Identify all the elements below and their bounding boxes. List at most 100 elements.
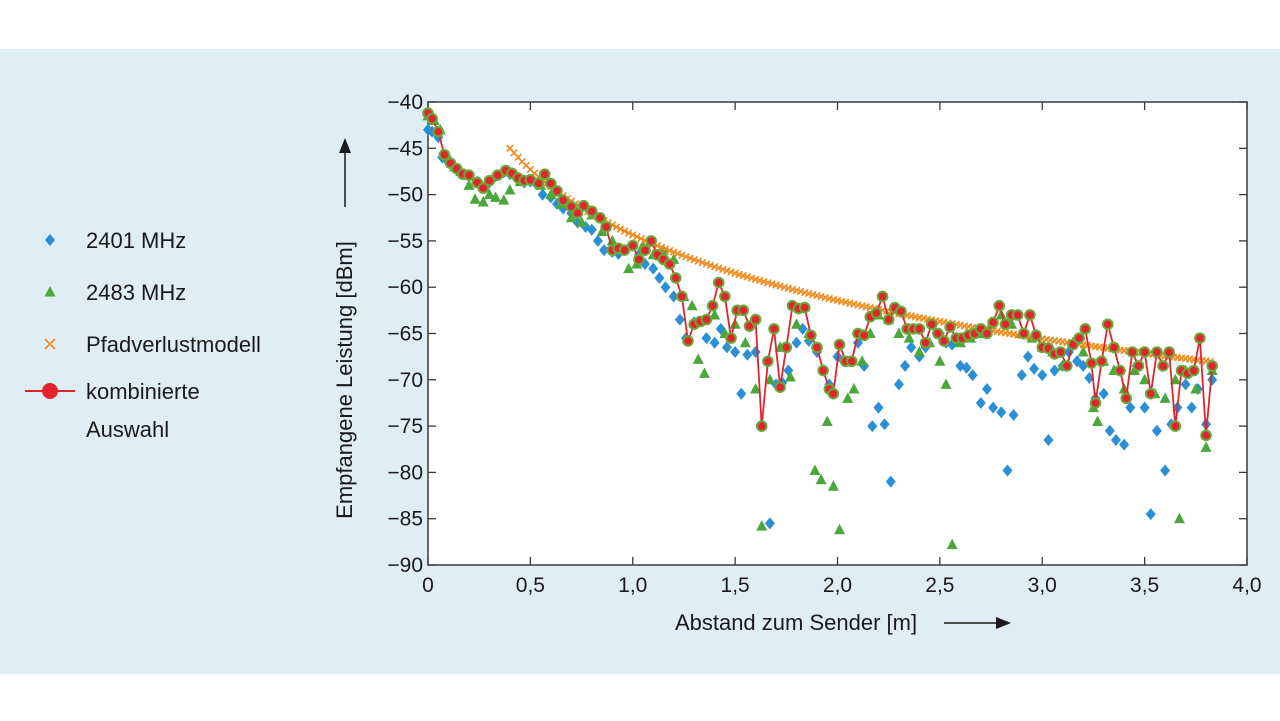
point-kombinierte-auswahl: [663, 258, 676, 270]
point-kombinierte-auswahl: [827, 387, 840, 400]
point-kombinierte-auswahl: [438, 148, 451, 161]
x-stroke-b: [514, 153, 522, 162]
point-kombinierte-auswahl: [1169, 420, 1182, 432]
x-tick-label: 1,0: [618, 574, 647, 597]
point-2401-mhz: [893, 378, 904, 391]
point-kombinierte-auswahl: [768, 323, 780, 335]
point-2401-mhz: [1008, 408, 1019, 421]
point-2483-mhz: [469, 193, 481, 204]
point-2483-mhz: [821, 415, 833, 426]
x-stroke-b: [735, 270, 743, 279]
point-2401-mhz: [1072, 355, 1083, 368]
y-tick-label: −80: [387, 461, 423, 484]
point-2401-mhz: [1037, 369, 1048, 382]
point-2401-mhz: [1125, 401, 1136, 414]
point-2483-mhz: [903, 332, 915, 343]
x-stroke-b: [616, 225, 625, 233]
point-2401-mhz: [660, 281, 671, 294]
point-kombinierte-auswahl: [600, 221, 612, 233]
point-kombinierte-auswahl: [1163, 346, 1175, 358]
point-2483-mhz: [827, 480, 839, 491]
point-kombinierte-auswahl: [774, 381, 786, 394]
x-stroke-b: [674, 249, 682, 258]
point-2483-mhz: [686, 299, 698, 311]
point-pfadverlustmodell: [706, 261, 715, 270]
point-kombinierte-auswahl: [1018, 327, 1030, 340]
point-kombinierte-auswahl: [676, 290, 688, 303]
point-kombinierte-auswahl: [993, 299, 1006, 312]
point-kombinierte-auswahl: [1114, 364, 1126, 377]
point-2483-mhz: [698, 367, 710, 378]
point-kombinierte-auswahl: [1206, 360, 1218, 372]
x-stroke-b: [780, 283, 789, 292]
point-kombinierte-auswahl: [919, 336, 932, 349]
point-pfadverlustmodell: [698, 258, 707, 267]
point-kombinierte-auswahl: [669, 272, 682, 284]
legend-circle-icon: [42, 383, 58, 399]
point-2483-mhz: [1190, 383, 1202, 394]
y-tick-label: −90: [387, 554, 423, 577]
point-kombinierte-auswahl: [477, 182, 490, 194]
legend-label: Auswahl: [86, 417, 169, 442]
x-stroke-b: [805, 289, 813, 298]
point-2401-mhz: [721, 341, 732, 354]
point-kombinierte-auswahl: [1011, 309, 1024, 321]
point-kombinierte-auswahl: [817, 364, 829, 377]
point-2401-mhz: [1049, 364, 1060, 377]
point-kombinierte-auswahl: [1120, 392, 1132, 405]
point-pfadverlustmodell: [686, 254, 694, 262]
x-stroke-b: [784, 284, 793, 293]
point-2483-mhz: [576, 216, 588, 227]
x-stroke-b: [710, 262, 719, 271]
point-2483-mhz: [1159, 392, 1171, 403]
point-kombinierte-auswahl: [706, 299, 719, 312]
point-2483-mhz: [463, 179, 475, 190]
point-kombinierte-auswahl: [1151, 346, 1163, 358]
point-2483-mhz: [498, 194, 510, 205]
x-stroke-b: [694, 257, 703, 265]
point-kombinierte-auswahl: [432, 125, 445, 138]
point-2401-mhz: [1207, 373, 1218, 386]
point-kombinierte-auswahl: [846, 355, 858, 368]
point-kombinierte-auswahl: [895, 305, 907, 318]
point-2483-mhz: [545, 188, 557, 200]
x-stroke-b: [661, 245, 670, 253]
x-stroke-b: [714, 264, 723, 272]
point-2401-mhz: [1110, 433, 1121, 446]
point-2401-mhz: [654, 271, 665, 284]
x-stroke-b: [813, 291, 821, 300]
point-2483-mhz: [791, 318, 803, 329]
point-2401-mhz: [906, 341, 917, 354]
point-kombinierte-auswahl: [426, 112, 438, 125]
point-2483-mhz: [946, 538, 958, 550]
point-2483-mhz: [848, 383, 860, 394]
x-tick-label: 0,5: [516, 574, 545, 597]
x-stroke-b: [690, 255, 698, 264]
point-pfadverlustmodell: [620, 227, 629, 235]
plot-area: −40 −45 −50 −55 −60 −65 −70 −75 −80 −85 −90 0 0,5 1,…: [387, 91, 1261, 597]
point-kombinierte-auswahl: [1108, 341, 1120, 354]
x-stroke-b: [682, 252, 690, 261]
x-stroke-b: [723, 266, 731, 275]
point-kombinierte-auswahl: [1061, 360, 1073, 372]
y-tick-label: −45: [387, 137, 423, 160]
x-tick-label: 1,5: [721, 574, 750, 597]
x-stroke-b: [506, 144, 514, 153]
point-kombinierte-auswahl: [858, 329, 870, 342]
point-kombinierte-auswahl: [571, 207, 584, 219]
point-kombinierte-auswahl: [805, 329, 817, 342]
point-pfadverlustmodell: [669, 248, 678, 256]
point-2483-mhz: [1092, 415, 1104, 426]
x-tick-label: 4,0: [1232, 574, 1261, 597]
y-tick-label: −85: [387, 508, 423, 531]
point-2401-mhz: [742, 348, 753, 361]
point-kombinierte-auswahl: [1024, 309, 1036, 321]
point-2401-mhz: [1145, 508, 1156, 521]
point-2483-mhz: [483, 188, 495, 200]
point-kombinierte-auswahl: [538, 168, 551, 181]
legend-label: kombinierte: [86, 379, 200, 404]
point-2401-mhz: [1119, 438, 1130, 451]
point-kombinierte-auswahl: [483, 174, 496, 187]
point-2401-mhz: [1186, 401, 1197, 414]
